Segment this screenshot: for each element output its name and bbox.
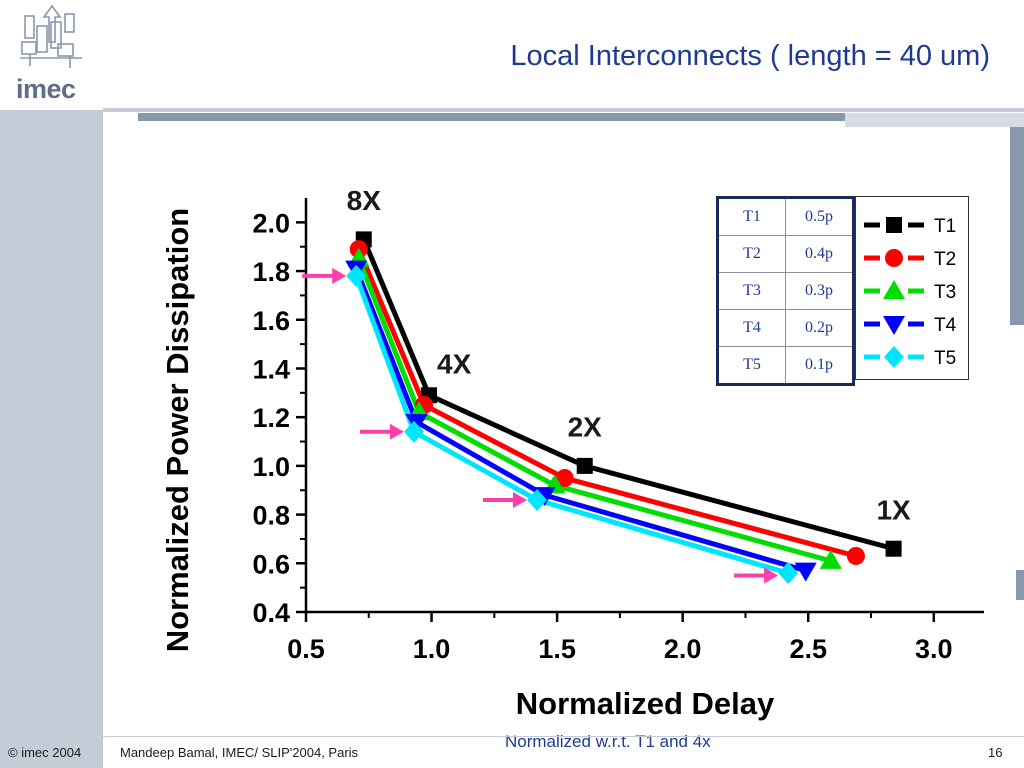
x-tick-label: 3.0 — [915, 634, 953, 664]
normalization-note: Normalized w.r.t. T1 and 4x — [505, 732, 711, 751]
table-cell-value: 0.1p — [785, 346, 854, 385]
table-cell-case: T5 — [717, 346, 786, 385]
legend-marker-T5 — [884, 346, 904, 368]
y-tick-label: 2.0 — [252, 208, 290, 238]
y-tick-label: 1.2 — [252, 403, 290, 433]
series-line-T2 — [356, 248, 857, 559]
slide-title: Local Interconnects ( length = 40 um) — [510, 40, 990, 72]
top-accent-bar-light — [845, 113, 1024, 127]
legend-entry: T2 — [864, 249, 956, 270]
legend-entry: T1 — [864, 216, 956, 237]
point-T4 — [405, 414, 428, 434]
chart-marks — [345, 231, 902, 585]
table-row: T2 0.4p — [717, 235, 854, 273]
logo: imec — [0, 0, 103, 110]
legend-label: T2 — [934, 249, 956, 270]
right-accent-bar-lower — [1016, 570, 1024, 600]
highlight-arrow-head — [389, 423, 404, 440]
y-tick-label: 1.6 — [252, 306, 290, 336]
annotation-label: 2X — [568, 412, 603, 443]
right-accent-bar — [1010, 127, 1024, 325]
point-T4 — [794, 562, 817, 582]
power-delay-chart: 0.5 1.0 1.5 2.0 2.5 3.0 0.4 0.6 0.8 1.0 1.2 1.4 1.6 1… — [160, 185, 984, 721]
y-tick-label: 1.0 — [252, 452, 290, 482]
legend-entry: T4 — [864, 315, 957, 336]
parameter-table: T1 0.5p T2 0.4p T3 0.3p T4 0.2p T5 0.1p — [716, 196, 855, 386]
legend-entry: T3 — [864, 280, 956, 303]
table-cell-case: T1 — [717, 197, 786, 236]
legend-marker-T4 — [883, 316, 905, 335]
annotation-label: 1X — [876, 494, 911, 525]
legend-label: T4 — [934, 315, 957, 336]
legend: T1 T2 T3 T4 T5 — [855, 196, 969, 380]
legend-label: T5 — [934, 348, 956, 369]
annotation-label: 4X — [437, 348, 472, 379]
point-T5 — [527, 488, 548, 511]
x-axis-title: Normalized Delay — [516, 686, 775, 721]
x-tick-label: 1.0 — [413, 634, 451, 664]
highlight-arrow-head — [764, 567, 779, 584]
title-divider — [103, 108, 1024, 112]
series-line-T1 — [361, 238, 895, 552]
y-tick-label: 0.6 — [252, 549, 290, 579]
highlight-arrow — [302, 267, 347, 284]
sidebar-band — [0, 0, 103, 768]
table-cell-case: T4 — [717, 309, 786, 347]
table-row: T4 0.2p — [717, 309, 854, 347]
table-cell-value: 0.4p — [785, 235, 854, 273]
chart-labels: 0.5 1.0 1.5 2.0 2.5 3.0 0.4 0.6 0.8 1.0 1.2 1.4 1.6 1… — [160, 185, 953, 721]
footer-copyright: © imec 2004 — [8, 745, 82, 760]
annotation-label: 8X — [347, 185, 382, 216]
y-tick-label: 1.8 — [252, 257, 290, 287]
table-cell-value: 0.3p — [785, 272, 854, 310]
table-cell-case: T3 — [717, 272, 786, 310]
table-cell-case: T2 — [717, 235, 786, 273]
highlight-arrow-head — [512, 491, 527, 508]
footer-author: Mandeep Bamal, IMEC/ SLIP'2004, Paris — [120, 745, 359, 760]
highlight-arrow — [734, 567, 779, 584]
x-tick-label: 0.5 — [287, 634, 325, 664]
table-row: T1 0.5p — [717, 197, 854, 236]
series-line-T5 — [353, 275, 789, 576]
legend-label: T3 — [934, 282, 956, 303]
footer-divider — [103, 736, 1024, 737]
legend-marker-T3 — [883, 280, 905, 299]
x-tick-label: 1.5 — [538, 634, 576, 664]
imec-logo-icon — [20, 4, 82, 68]
logo-text: imec — [16, 74, 76, 104]
legend-label: T1 — [934, 216, 956, 237]
point-T5 — [778, 562, 799, 585]
x-tick-label: 2.5 — [789, 634, 827, 664]
highlight-arrow — [359, 423, 404, 440]
y-tick-label: 0.4 — [252, 598, 290, 628]
top-accent-bar — [138, 113, 1024, 121]
highlight-arrow-head — [332, 267, 347, 284]
legend-marker-T1 — [886, 217, 902, 233]
point-T3 — [819, 549, 842, 569]
point-T5 — [403, 420, 424, 443]
y-tick-label: 1.4 — [252, 354, 290, 384]
series-line-T4 — [353, 267, 807, 574]
table-cell-value: 0.5p — [785, 197, 854, 236]
point-T1 — [885, 540, 902, 557]
point-T2 — [555, 469, 574, 488]
legend-marker-T2 — [885, 249, 903, 267]
chart-axes — [296, 198, 984, 622]
legend-entry: T5 — [864, 346, 956, 369]
point-T5 — [346, 264, 367, 287]
y-tick-label: 0.8 — [252, 501, 290, 531]
y-axis-title: Normalized Power Dissipation — [160, 208, 195, 652]
x-tick-label: 2.0 — [664, 634, 702, 664]
highlight-arrow — [482, 491, 527, 508]
page-number: 16 — [988, 745, 1003, 760]
table-row: T3 0.3p — [717, 272, 854, 310]
series-line-T3 — [356, 257, 832, 564]
point-T1 — [576, 457, 593, 474]
point-T2 — [846, 546, 865, 565]
table-cell-value: 0.2p — [785, 309, 854, 347]
table-row: T5 0.1p — [717, 346, 854, 385]
